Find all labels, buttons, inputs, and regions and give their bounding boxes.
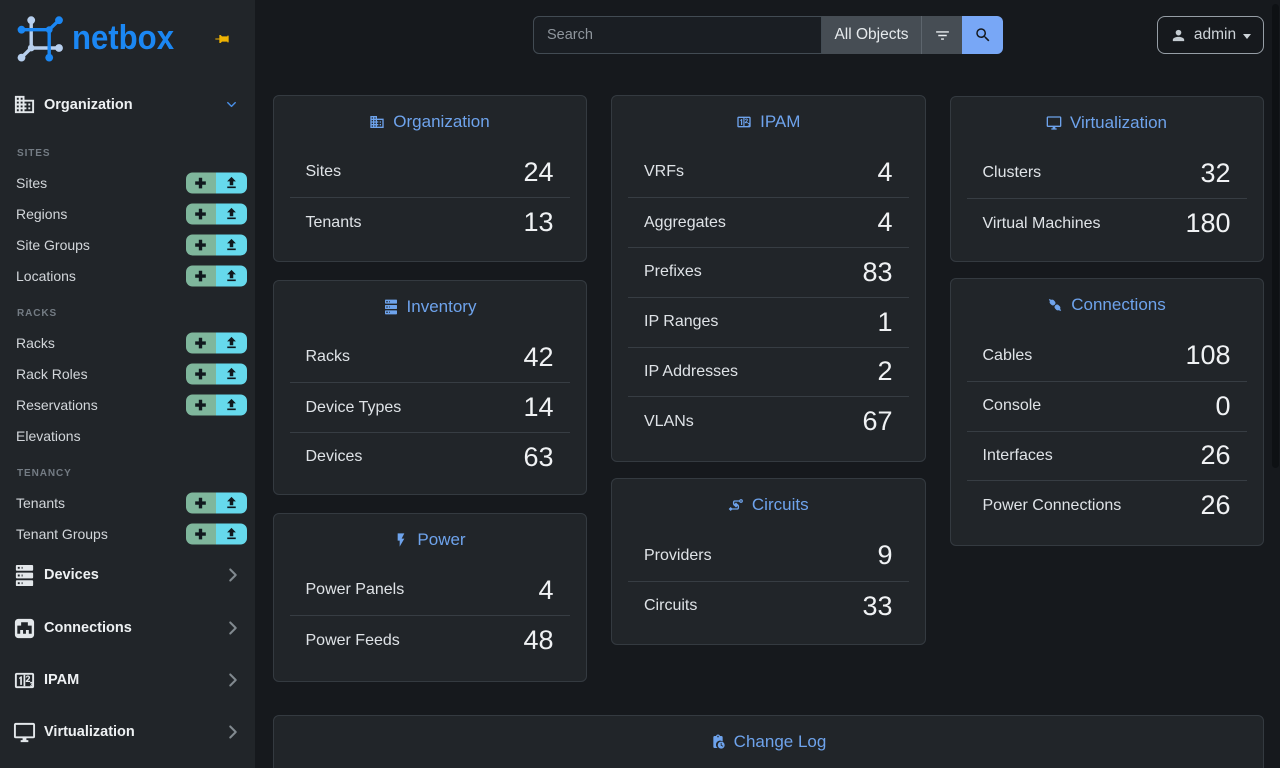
svg-text:netbox: netbox: [72, 19, 174, 57]
